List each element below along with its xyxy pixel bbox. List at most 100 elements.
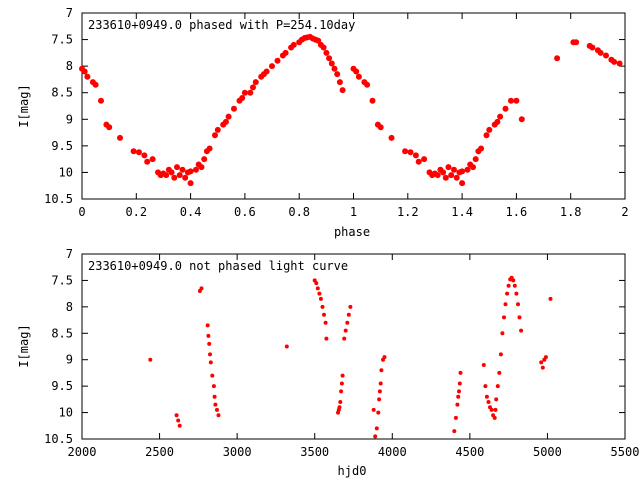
data-point xyxy=(484,394,489,399)
y-tick-label: 7.5 xyxy=(51,273,73,287)
data-point xyxy=(231,105,237,112)
y-tick-label: 10 xyxy=(59,165,73,179)
data-point xyxy=(371,407,376,412)
data-point xyxy=(250,84,256,91)
y-tick-label: 7.5 xyxy=(51,33,73,47)
x-tick-label: 2000 xyxy=(68,445,97,459)
data-point xyxy=(331,65,338,72)
data-point xyxy=(222,118,229,125)
data-point xyxy=(486,400,491,404)
data-point xyxy=(216,413,221,418)
data-point xyxy=(182,174,189,181)
data-point xyxy=(225,113,232,120)
x-tick-label: 5000 xyxy=(533,445,562,459)
data-point xyxy=(503,302,508,307)
data-point xyxy=(402,148,409,155)
data-point xyxy=(339,87,346,94)
data-point xyxy=(494,118,501,125)
data-point xyxy=(274,57,281,64)
data-point xyxy=(543,355,548,360)
data-point xyxy=(198,164,205,171)
data-point xyxy=(323,49,330,56)
data-point xyxy=(379,368,384,373)
unphased-light-curve-panel: 2000 2500 3000 3500 4000 4500 5000 5500 7 7.5 8 8.… xyxy=(17,247,639,478)
data-point xyxy=(458,370,463,375)
x-ticks: 0 0.2 0.4 0.6 0.8 1 1.2 1.4 1.6 1.8 2 xyxy=(78,13,629,219)
data-point xyxy=(343,328,348,333)
data-point xyxy=(445,164,452,171)
data-point xyxy=(597,49,604,56)
data-point xyxy=(355,73,362,80)
data-point xyxy=(457,381,462,386)
data-point xyxy=(136,149,142,156)
data-point xyxy=(106,124,113,131)
x-axis-label: phase xyxy=(334,225,370,239)
y-tick-label: 9 xyxy=(66,112,73,126)
data-point xyxy=(451,166,457,173)
data-point xyxy=(516,302,520,307)
data-point xyxy=(539,360,544,365)
data-point xyxy=(470,164,476,171)
x-tick-label: 0.4 xyxy=(180,205,202,219)
y-tick-label: 10.5 xyxy=(44,432,73,446)
x-tick-label: 3000 xyxy=(223,445,252,459)
data-point xyxy=(187,168,194,175)
x-tick-label: 1.2 xyxy=(397,205,419,219)
data-point xyxy=(187,180,194,187)
data-point xyxy=(193,166,199,173)
data-point xyxy=(342,336,347,341)
data-point xyxy=(508,97,514,104)
data-point xyxy=(440,169,447,176)
x-tick-label: 1.6 xyxy=(506,205,528,219)
data-point xyxy=(489,407,494,412)
data-point xyxy=(322,312,326,317)
data-point xyxy=(478,145,485,152)
data-point xyxy=(263,68,270,75)
data-point xyxy=(589,44,596,51)
data-point xyxy=(171,174,178,181)
x-tick-label: 0 xyxy=(78,205,85,219)
data-point xyxy=(215,407,219,412)
data-point xyxy=(177,423,182,428)
data-point xyxy=(340,373,345,378)
data-point xyxy=(373,434,378,439)
data-point xyxy=(168,169,175,176)
data-point xyxy=(84,73,91,80)
data-point xyxy=(514,291,519,296)
data-point xyxy=(247,89,254,96)
x-tick-label: 4000 xyxy=(378,445,407,459)
data-point xyxy=(498,352,503,357)
data-point xyxy=(502,105,509,112)
data-point xyxy=(176,172,183,179)
y-tick-label: 9.5 xyxy=(51,379,73,393)
data-point xyxy=(241,89,248,96)
data-point xyxy=(141,152,148,159)
x-tick-label: 2500 xyxy=(145,445,174,459)
x-tick-label: 5500 xyxy=(611,445,640,459)
y-tick-label: 10.5 xyxy=(44,192,73,206)
data-point xyxy=(554,55,561,62)
data-point xyxy=(269,63,275,70)
data-point xyxy=(318,296,323,301)
data-point xyxy=(407,149,414,156)
data-point xyxy=(506,283,511,288)
data-point xyxy=(348,304,353,309)
data-point xyxy=(213,402,218,407)
data-point xyxy=(338,400,343,404)
data-point xyxy=(464,166,471,173)
data-point xyxy=(320,304,325,309)
data-point xyxy=(337,405,342,410)
data-point xyxy=(455,402,460,407)
data-point xyxy=(453,415,458,420)
data-point xyxy=(513,97,520,104)
data-point xyxy=(611,58,618,65)
data-point xyxy=(412,152,419,159)
x-tick-label: 2 xyxy=(621,205,628,219)
x-ticks: 2000 2500 3000 3500 4000 4500 5000 5500 xyxy=(68,254,640,459)
data-point xyxy=(117,134,123,141)
y-ticks: 7 7.5 8 8.5 9 9.5 10 10.5 xyxy=(44,247,625,446)
y-tick-label: 9.5 xyxy=(51,139,73,153)
data-point xyxy=(336,79,343,86)
data-point xyxy=(459,180,466,187)
